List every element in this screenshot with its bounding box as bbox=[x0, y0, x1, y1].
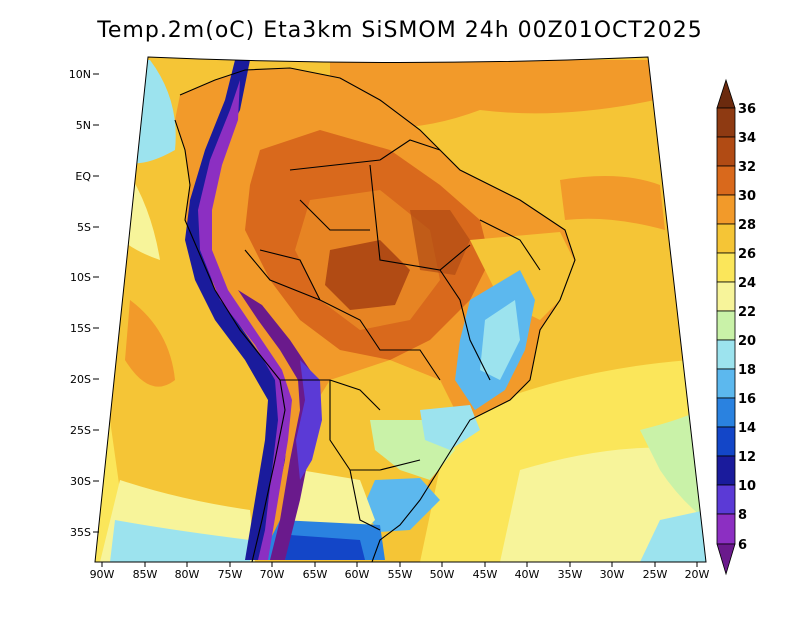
colorbar-bin bbox=[716, 368, 736, 399]
lon-label-50w: 50W bbox=[430, 568, 455, 581]
colorbar-label: 36 bbox=[738, 102, 756, 117]
lon-label-75w: 75W bbox=[218, 568, 243, 581]
lon-label-80w: 80W bbox=[175, 568, 200, 581]
latitude-axis: 10N 5N EQ 5S 10S 15S 20S 25S 30S 35S bbox=[69, 68, 99, 539]
lon-label-90w: 90W bbox=[90, 568, 115, 581]
colorbar-bin bbox=[716, 252, 736, 283]
colorbar-label: 8 bbox=[738, 508, 747, 523]
colorbar-label: 14 bbox=[738, 421, 756, 436]
lat-label-20s: 20S bbox=[70, 373, 91, 386]
longitude-axis: 90W 85W 80W 75W 70W 65W 60W 55W 50W 45W … bbox=[90, 562, 710, 581]
map-frame bbox=[94, 56, 707, 563]
colorbar-bin bbox=[716, 397, 736, 428]
colorbar-bin bbox=[716, 223, 736, 254]
colorbar-bin bbox=[716, 339, 736, 370]
colorbar-bin bbox=[716, 194, 736, 225]
colorbar-bin bbox=[716, 426, 736, 457]
lon-label-70w: 70W bbox=[260, 568, 285, 581]
lat-label-30s: 30S bbox=[70, 475, 91, 488]
lat-label-25s: 25S bbox=[70, 424, 91, 437]
colorbar-bin bbox=[716, 107, 736, 138]
colorbar-label: 30 bbox=[738, 189, 756, 204]
colorbar: 36 34 32 30 28 26 24 22 20 18 16 14 12 1… bbox=[716, 78, 756, 576]
colorbar-label: 32 bbox=[738, 160, 756, 175]
lat-label-10s: 10S bbox=[70, 271, 91, 284]
colorbar-bottom-triangle bbox=[716, 543, 736, 576]
lat-label-15s: 15S bbox=[70, 322, 91, 335]
colorbar-label: 10 bbox=[738, 479, 756, 494]
colorbar-label: 16 bbox=[738, 392, 756, 407]
borders bbox=[174, 67, 576, 562]
colorbar-label: 6 bbox=[738, 538, 747, 553]
lat-label-5s: 5S bbox=[77, 221, 91, 234]
lon-label-55w: 55W bbox=[388, 568, 413, 581]
colorbar-bin bbox=[716, 281, 736, 312]
colorbar-bin bbox=[716, 513, 736, 545]
lon-label-20w: 20W bbox=[685, 568, 710, 581]
lon-label-85w: 85W bbox=[133, 568, 158, 581]
colorbar-label: 26 bbox=[738, 247, 756, 262]
colorbar-label: 20 bbox=[738, 334, 756, 349]
colorbar-bin bbox=[716, 455, 736, 486]
lon-label-25w: 25W bbox=[643, 568, 668, 581]
lon-label-40w: 40W bbox=[515, 568, 540, 581]
map-title: Temp.2m(oC) Eta3km SiSMOM 24h 00Z01OCT20… bbox=[97, 18, 703, 43]
colorbar-bin bbox=[716, 136, 736, 167]
lon-label-45w: 45W bbox=[473, 568, 498, 581]
colorbar-label: 12 bbox=[738, 450, 756, 465]
colorbar-bin bbox=[716, 165, 736, 196]
lon-label-35w: 35W bbox=[558, 568, 583, 581]
lat-label-10n: 10N bbox=[69, 68, 91, 81]
lon-label-30w: 30W bbox=[600, 568, 625, 581]
lat-label-eq: EQ bbox=[75, 170, 91, 183]
colorbar-label: 18 bbox=[738, 363, 756, 378]
colorbar-bin bbox=[716, 310, 736, 341]
colorbar-bin bbox=[716, 484, 736, 515]
lon-label-65w: 65W bbox=[303, 568, 328, 581]
colorbar-label: 28 bbox=[738, 218, 756, 233]
lat-label-5n: 5N bbox=[76, 119, 91, 132]
colorbar-label: 22 bbox=[738, 305, 756, 320]
lon-label-60w: 60W bbox=[345, 568, 370, 581]
lat-label-35s: 35S bbox=[70, 526, 91, 539]
colorbar-label: 24 bbox=[738, 276, 756, 291]
colorbar-top-triangle bbox=[716, 78, 736, 109]
temperature-field bbox=[95, 57, 706, 562]
colorbar-label: 34 bbox=[738, 131, 756, 146]
